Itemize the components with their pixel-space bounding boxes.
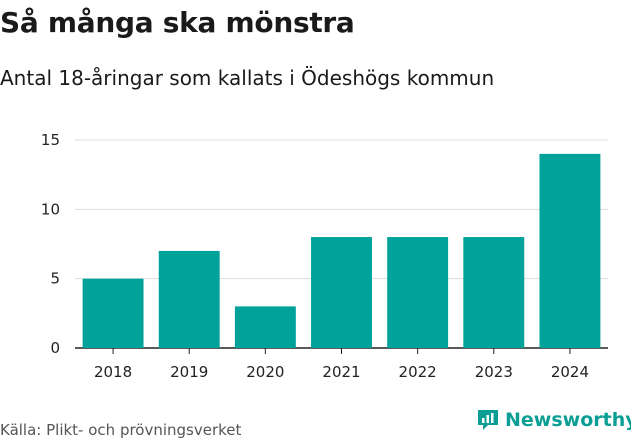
bar-2023 [463, 237, 525, 348]
x-tick-label: 2022 [399, 363, 437, 381]
bar-2022 [387, 237, 449, 348]
x-axis-ticks: 2018 2019 2020 2021 2022 2023 2024 [94, 348, 589, 381]
bar-chart: 0 5 10 15 2018 2019 2020 2021 2022 2023 2024 [41, 131, 608, 381]
bar-2024 [539, 153, 601, 348]
chart-subtitle: Antal 18-åringar som kallats i Ödeshögs … [0, 66, 495, 90]
y-tick-label: 15 [41, 131, 60, 149]
x-tick-label: 2018 [94, 363, 132, 381]
x-tick-label: 2019 [170, 363, 208, 381]
brand-name: Newsworthy [505, 409, 631, 431]
y-tick-label: 0 [50, 339, 60, 357]
y-tick-label: 10 [41, 200, 60, 218]
bar-2019 [158, 250, 220, 348]
x-tick-label: 2024 [551, 363, 589, 381]
bar-2021 [311, 237, 372, 348]
y-axis-ticks: 0 5 10 15 [41, 131, 60, 357]
brand-logo-link[interactable]: Newsworthy [476, 408, 631, 432]
x-tick-label: 2023 [475, 363, 513, 381]
source-note: Källa: Plikt- och prövningsverket [0, 421, 242, 439]
x-tick-label: 2020 [246, 363, 284, 381]
bar-2018 [82, 278, 144, 348]
x-tick-label: 2021 [322, 363, 360, 381]
chart-title: Så många ska mönstra [0, 6, 355, 39]
bars [82, 153, 601, 348]
y-tick-label: 5 [50, 270, 60, 288]
bar-2020 [234, 306, 296, 348]
newsworthy-logo-icon [478, 410, 498, 430]
